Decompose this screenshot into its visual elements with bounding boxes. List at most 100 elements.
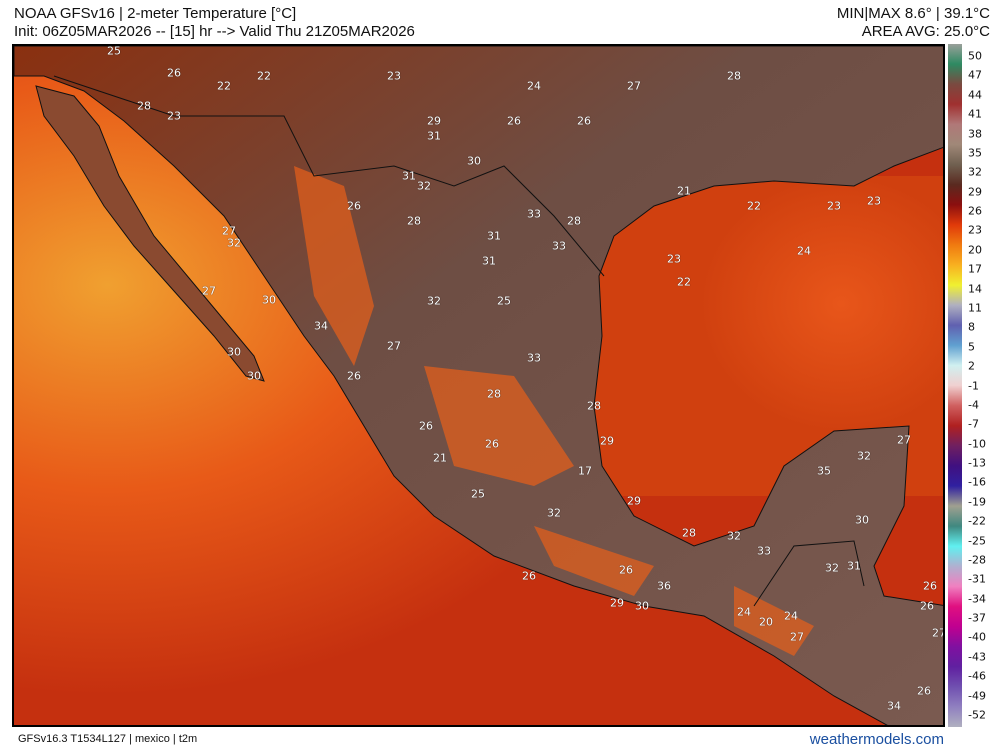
temperature-label: 27 [897,433,911,447]
temperature-label: 32 [417,179,431,193]
colorbar-tick: 47 [968,68,982,82]
temperature-label: 28 [407,214,421,228]
temperature-label: 21 [433,451,447,465]
colorbar-tick: 20 [968,243,982,257]
temperature-label: 26 [419,419,433,433]
colorbar-tick: -10 [968,437,986,451]
temperature-label: 32 [427,294,441,308]
map-title: NOAA GFSv16 | 2-meter Temperature [°C] [14,5,297,22]
temperature-label: 26 [167,66,181,80]
temperature-label: 23 [827,199,841,213]
colorbar-tick: 44 [968,88,982,102]
temperature-label: 31 [427,129,441,143]
temperature-label: 32 [857,449,871,463]
temperature-label: 31 [402,169,416,183]
temperature-label: 26 [577,114,591,128]
temperature-label: 30 [635,599,649,613]
temperature-label: 36 [657,579,671,593]
temperature-label: 22 [257,69,271,83]
temperature-label: 30 [467,154,481,168]
temperature-label: 32 [547,506,561,520]
area-average: AREA AVG: 25.0°C [861,23,990,40]
colorbar-tick: 5 [968,340,975,354]
colorbar-tick: -31 [968,572,986,586]
colorbar-tick: -52 [968,708,986,722]
temperature-label: 27 [387,339,401,353]
colorbar-tick: -4 [968,398,979,412]
temperature-label: 21 [677,184,691,198]
temperature-label: 28 [682,526,696,540]
temperature-label: 23 [867,194,881,208]
colorbar-tick: -25 [968,534,986,548]
temperature-label: 23 [667,252,681,266]
colorbar-tick: 2 [968,359,975,373]
colorbar-tick: 50 [968,49,982,63]
temperature-label: 26 [920,599,934,613]
colorbar-tick: 26 [968,204,982,218]
colorbar-tick: -13 [968,456,986,470]
temperature-label: 26 [485,437,499,451]
temperature-label: 22 [217,79,231,93]
colorbar-tick: 17 [968,262,982,276]
colorbar-tick: 38 [968,127,982,141]
temperature-label: 33 [552,239,566,253]
temperature-label: 26 [347,199,361,213]
hot-region [294,166,814,656]
colorbar-tick: 23 [968,223,982,237]
model-info: GFSv16.3 T1534L127 | mexico | t2m [18,733,198,745]
temperature-label: 26 [507,114,521,128]
map-canvas [14,46,943,725]
temperature-label: 33 [527,207,541,221]
colorbar-tick: -16 [968,475,986,489]
temperature-label: 27 [790,630,804,644]
colorbar-tick: 11 [968,301,982,315]
temperature-label: 31 [847,559,861,573]
temperature-label: 35 [817,464,831,478]
temperature-label: 31 [487,229,501,243]
temperature-label: 33 [527,351,541,365]
temperature-label: 30 [855,513,869,527]
temperature-label: 27 [932,626,945,640]
temperature-label: 26 [347,369,361,383]
temperature-label: 24 [527,79,541,93]
colorbar-tick: -28 [968,553,986,567]
temperature-label: 33 [757,544,771,558]
temperature-label: 28 [567,214,581,228]
temperature-label: 23 [387,69,401,83]
temperature-label: 24 [737,605,751,619]
colorbar-tick: -34 [968,592,986,606]
temperature-label: 28 [587,399,601,413]
min-max: MIN|MAX 8.6° | 39.1°C [836,5,990,22]
temperature-label: 24 [797,244,811,258]
colorbar-tick: 35 [968,146,982,160]
colorbar-tick: -40 [968,630,986,644]
temperature-label: 25 [471,487,485,501]
colorbar-tick: 8 [968,320,975,334]
colorbar-tick: 29 [968,185,982,199]
temperature-label: 27 [222,224,236,238]
colorbar-tick: -7 [968,417,979,431]
temperature-label: 29 [627,494,641,508]
temperature-label: 30 [227,345,241,359]
colorbar-tick: -43 [968,650,986,664]
temperature-label: 34 [314,319,328,333]
colorbar-tick: 41 [968,107,982,121]
temperature-label: 24 [784,609,798,623]
temperature-map[interactable]: 25 26 22 23 26 24 26 27 28 29 31 31 30 28 26 27 32 27 30 34… [12,44,945,727]
temperature-label: 17 [578,464,592,478]
temperature-label: 26 [522,569,536,583]
colorbar-tick: -49 [968,689,986,703]
temperature-label: 31 [482,254,496,268]
temperature-label: 32 [727,529,741,543]
temperature-label: 30 [247,369,261,383]
colorbar-tick: 32 [968,165,982,179]
brand-link[interactable]: weathermodels.com [809,731,944,748]
temperature-label: 20 [759,615,773,629]
temperature-label: 30 [262,293,276,307]
temperature-label: 28 [487,387,501,401]
temperature-label: 23 [167,109,181,123]
colorbar-tick: -22 [968,514,986,528]
temperature-label: 27 [627,79,641,93]
temperature-label: 29 [427,114,441,128]
colorbar [948,44,962,727]
